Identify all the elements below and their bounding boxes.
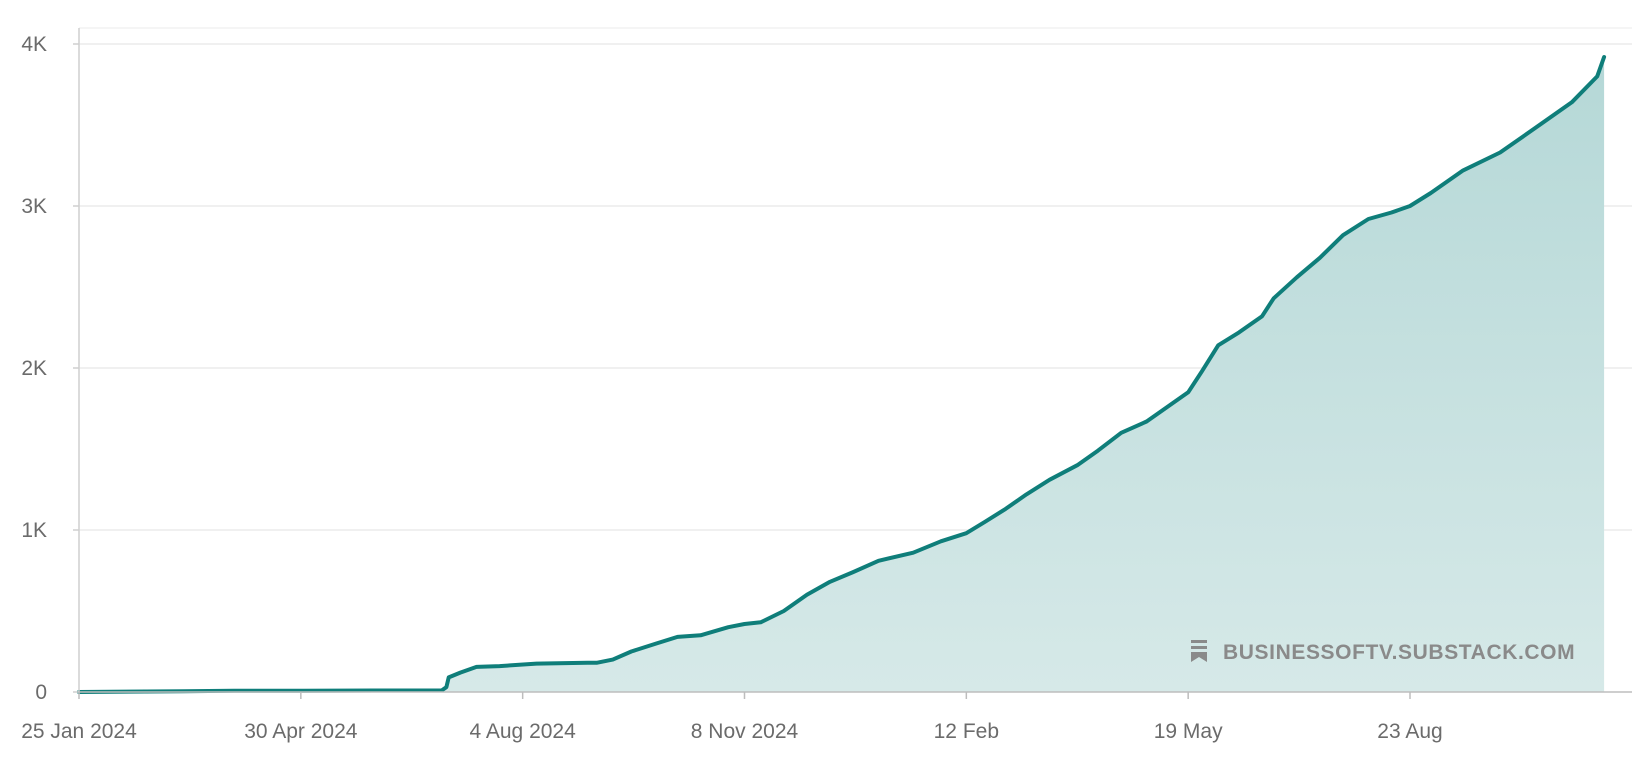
watermark: BUSINESSOFTV.SUBSTACK.COM — [1191, 640, 1575, 664]
area-fill — [79, 57, 1605, 692]
x-tick-label: 12 Feb — [934, 720, 999, 743]
series-line — [77, 55, 1607, 694]
x-tick-label: 4 Aug 2024 — [470, 720, 577, 743]
y-tick-label: 2K — [21, 357, 47, 380]
area-layer — [77, 55, 1607, 694]
watermark-text: BUSINESSOFTV.SUBSTACK.COM — [1223, 641, 1575, 664]
y-tick-label: 3K — [21, 195, 47, 218]
y-tick-label: 1K — [21, 519, 47, 542]
x-axis-ticks: 25 Jan 2024 30 Apr 2024 4 Aug 2024 8 Nov 20… — [21, 692, 1443, 743]
x-tick-label: 8 Nov 2024 — [691, 720, 799, 743]
axes — [78, 28, 1632, 693]
substack-bookmark-icon — [1191, 640, 1207, 662]
y-axis-ticks: 0 1K 2K 3K 4K — [21, 33, 79, 704]
y-tick-label: 4K — [21, 33, 47, 56]
y-tick-label: 0 — [35, 681, 47, 704]
x-tick-label: 19 May — [1154, 720, 1223, 743]
x-tick-label: 30 Apr 2024 — [244, 720, 358, 743]
x-tick-label: 25 Jan 2024 — [21, 720, 137, 743]
x-tick-label: 23 Aug — [1377, 720, 1442, 743]
